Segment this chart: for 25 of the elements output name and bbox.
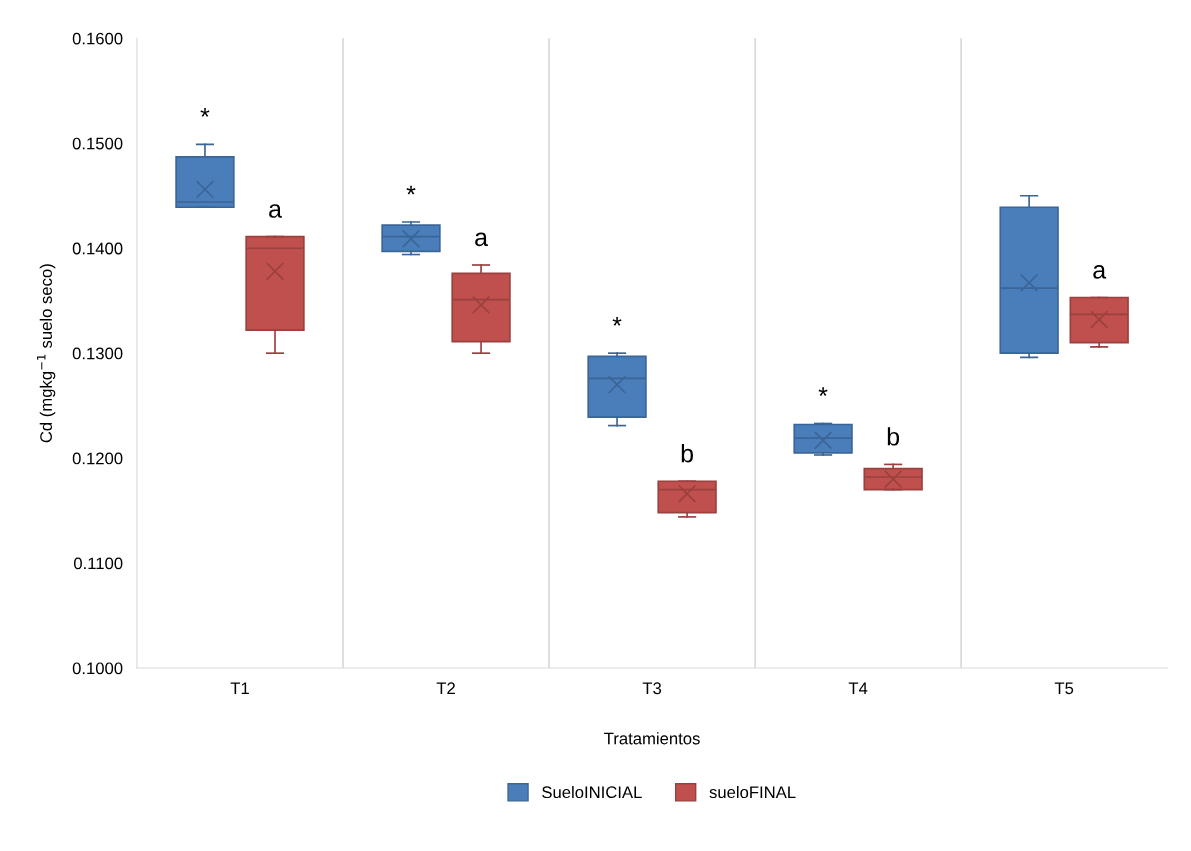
x-tick-label: T3 [642, 682, 662, 695]
y-tick-label: 0.1500 [72, 137, 123, 150]
y-tick-label: 0.1200 [72, 452, 123, 465]
x-tick-label: T2 [436, 682, 455, 694]
annotation: * [818, 387, 828, 396]
annotation: a [269, 204, 282, 218]
y-tick-label: 0.1100 [73, 557, 123, 570]
x-tick-label: T5 [1054, 682, 1074, 695]
x-axis-title: Tratamientos [604, 732, 700, 745]
legend-label: sueloFINAL [709, 785, 796, 799]
annotation: * [406, 185, 416, 195]
y-tick-label: 0.1600 [72, 32, 123, 45]
y-tick-label: 0.1300 [72, 347, 123, 360]
y-tick-label: 0.1000 [72, 662, 123, 675]
annotation: a [1093, 265, 1107, 279]
y-tick-label: 0.1400 [72, 242, 123, 255]
legend-label: SueloINICIAL [542, 785, 642, 799]
annotation: a [475, 232, 489, 247]
annotation: b [887, 427, 900, 446]
annotation: * [200, 108, 210, 117]
annotation: b [681, 444, 693, 463]
x-tick-label: T1 [230, 682, 249, 694]
y-axis-title: Cd (mgkg$^{−1}$ suelo seco) [36, 264, 56, 443]
annotation: * [612, 316, 622, 326]
x-tick-label: T4 [848, 682, 868, 694]
